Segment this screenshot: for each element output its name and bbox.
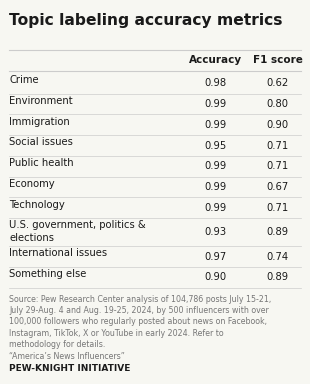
Text: Immigration: Immigration xyxy=(9,117,70,127)
Text: International issues: International issues xyxy=(9,248,108,258)
Text: 0.99: 0.99 xyxy=(204,99,227,109)
Text: 0.71: 0.71 xyxy=(266,161,289,171)
Text: 0.97: 0.97 xyxy=(204,252,227,262)
Text: 0.80: 0.80 xyxy=(267,99,288,109)
Text: 0.95: 0.95 xyxy=(204,141,227,151)
Text: PEW-KNIGHT INITIATIVE: PEW-KNIGHT INITIATIVE xyxy=(9,364,131,373)
Text: 0.90: 0.90 xyxy=(204,272,227,282)
Text: Technology: Technology xyxy=(9,200,65,210)
Text: 0.90: 0.90 xyxy=(266,120,289,130)
Text: 0.99: 0.99 xyxy=(204,203,227,213)
Text: Source: Pew Research Center analysis of 104,786 posts July 15-21,
July 29-Aug. 4: Source: Pew Research Center analysis of … xyxy=(9,295,272,361)
Text: 0.99: 0.99 xyxy=(204,161,227,171)
Text: Economy: Economy xyxy=(9,179,55,189)
Text: 0.62: 0.62 xyxy=(266,78,289,88)
Text: 0.71: 0.71 xyxy=(266,141,289,151)
Text: Public health: Public health xyxy=(9,158,74,168)
Text: Accuracy: Accuracy xyxy=(189,55,242,65)
Text: 0.89: 0.89 xyxy=(266,272,289,282)
Text: 0.74: 0.74 xyxy=(266,252,289,262)
Text: 0.99: 0.99 xyxy=(204,120,227,130)
Text: 0.93: 0.93 xyxy=(204,227,227,237)
Text: Topic labeling accuracy metrics: Topic labeling accuracy metrics xyxy=(9,13,283,28)
Text: 0.71: 0.71 xyxy=(266,203,289,213)
Text: Environment: Environment xyxy=(9,96,73,106)
Text: 0.99: 0.99 xyxy=(204,182,227,192)
Text: 0.67: 0.67 xyxy=(266,182,289,192)
Text: 0.89: 0.89 xyxy=(266,227,289,237)
Text: Crime: Crime xyxy=(9,75,39,85)
Text: U.S. government, politics &
elections: U.S. government, politics & elections xyxy=(9,220,146,243)
Text: 0.98: 0.98 xyxy=(204,78,227,88)
Text: Something else: Something else xyxy=(9,269,87,279)
Text: Social issues: Social issues xyxy=(9,137,73,147)
Text: F1 score: F1 score xyxy=(253,55,302,65)
